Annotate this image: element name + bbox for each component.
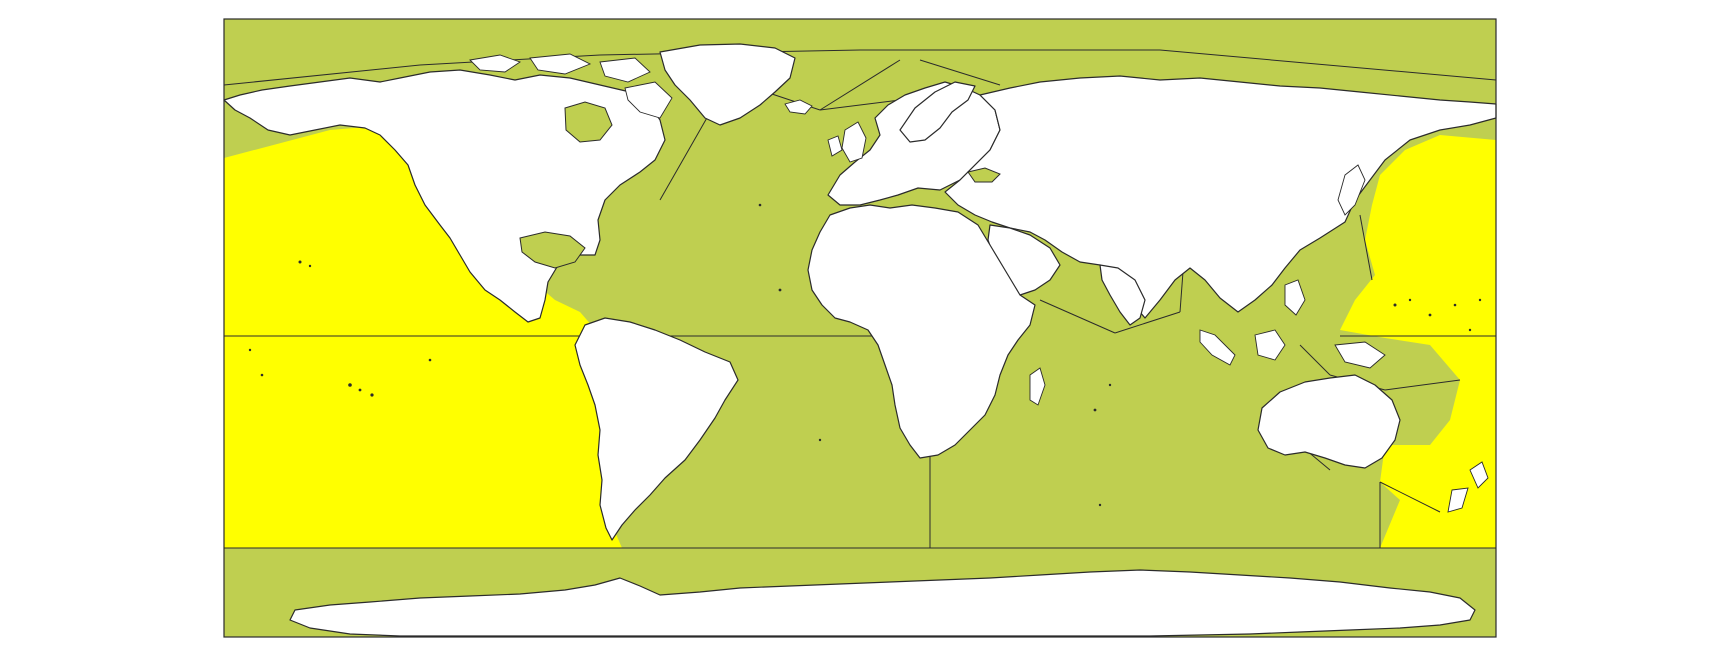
ireland (827, 135, 843, 157)
new-guinea (1334, 341, 1386, 369)
ocean-islands (248, 203, 1482, 507)
new-zealand-south (1447, 487, 1469, 513)
antarctica-landmass (289, 569, 1476, 637)
indian-subcontinent (1099, 264, 1146, 326)
asia-landmass (944, 75, 1497, 319)
australia-landmass (1257, 374, 1401, 469)
arctic-island-3 (599, 57, 651, 83)
sumatra (1199, 329, 1236, 366)
hudson-bay (564, 101, 613, 143)
gulf-of-mexico (519, 231, 586, 269)
greenland-landmass (659, 43, 796, 126)
great-britain (841, 121, 867, 163)
arctic-island-2 (529, 53, 592, 75)
baffin-island (624, 81, 673, 119)
new-zealand-north (1469, 461, 1489, 489)
arctic-island-1 (469, 54, 522, 73)
scandinavia (899, 81, 976, 143)
japan (1337, 164, 1366, 216)
philippines (1284, 279, 1306, 316)
western-pacific-region (1340, 135, 1496, 548)
madagascar (1029, 367, 1046, 406)
africa-landmass (807, 204, 1036, 459)
south-america-landmass (574, 317, 739, 541)
black-sea (967, 167, 1001, 183)
borneo (1254, 329, 1286, 361)
map-frame (223, 18, 1497, 638)
iceland (784, 99, 813, 115)
